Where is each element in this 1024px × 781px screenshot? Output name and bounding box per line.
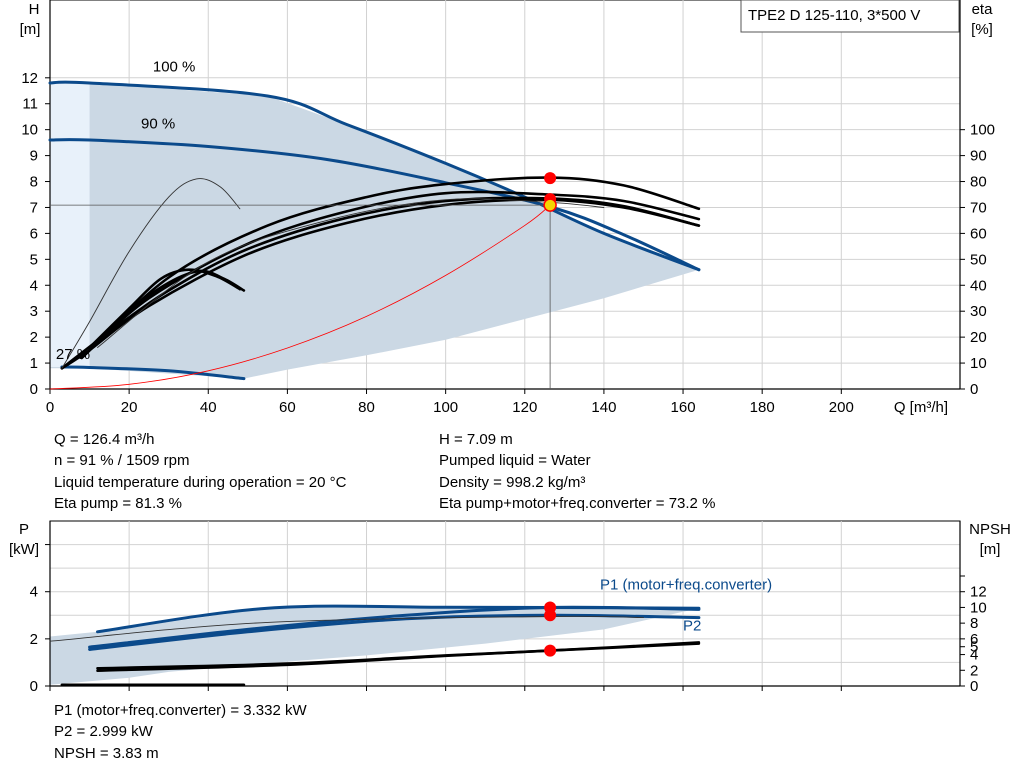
duty-info-left: Q = 126.4 m³/h n = 91 % / 1509 rpm Liqui… (54, 429, 346, 515)
y-tick-label-right: 4 (970, 647, 978, 664)
y-tick-label-left: 11 (22, 96, 38, 113)
x-tick-label: 180 (750, 399, 775, 416)
info-eta-pump: Eta pump = 81.3 % (54, 495, 182, 513)
y-tick-label-right: 90 (970, 148, 987, 165)
y-tick-label-left: 9 (30, 148, 38, 165)
info-pumped-liquid: Pumped liquid = Water (439, 452, 591, 470)
y-tick-label-right: 10 (970, 599, 987, 616)
series-label: P2 (683, 618, 701, 635)
speed-label: 90 % (141, 115, 175, 132)
series-label: P1 (motor+freq.converter) (600, 576, 772, 593)
x-tick-label: 100 (433, 399, 458, 416)
y-tick-label-left: 3 (30, 303, 38, 320)
x-axis-title: Q [m³/h] (894, 399, 948, 416)
y-tick-label-right: 12 (970, 584, 987, 601)
y-tick-label-right: 10 (970, 355, 987, 372)
y-tick-label-right: 50 (970, 251, 987, 268)
series-line (49, 615, 644, 642)
info-p1: P1 (motor+freq.converter) = 3.332 kW (54, 702, 307, 719)
y-axis-title-right: NPSH (969, 521, 1011, 538)
y-axis-unit-right: [m] (980, 541, 1001, 558)
y-tick-label-left: 4 (30, 584, 38, 601)
series-line (60, 365, 246, 381)
series-line (60, 196, 701, 370)
series-line (48, 80, 701, 272)
y-tick-label-left: 10 (21, 122, 38, 139)
y-tick-label-left: 8 (30, 174, 38, 191)
duty-point (543, 198, 557, 212)
info-npsh: NPSH = 3.83 m (54, 744, 159, 762)
x-tick-label: 120 (512, 399, 537, 416)
y-tick-label-left: 0 (30, 678, 38, 695)
info-liquid-temperature: Liquid temperature during operation = 20… (54, 473, 347, 491)
y-axis-unit-left: [kW] (9, 541, 39, 558)
y-tick-label-left: 1 (30, 355, 38, 372)
y-tick-label-left: 0 (30, 381, 38, 398)
series-line (48, 138, 701, 272)
series-line (80, 176, 701, 360)
y-tick-label-right: 40 (970, 277, 987, 294)
speed-label: 100 % (153, 58, 196, 75)
y-tick-label-right: 5 (970, 639, 978, 656)
y-axis-title-right: eta (972, 1, 994, 18)
series-line (88, 268, 242, 349)
y-tick-label-right: 80 (970, 174, 987, 191)
y-axis-unit-left: [m] (20, 21, 41, 38)
series-line (61, 178, 241, 369)
duty-info-right: H = 7.09 m Pumped liquid = Water Density… (439, 429, 715, 515)
y-tick-label-right: 20 (970, 329, 987, 346)
y-tick-label-left: 6 (30, 225, 38, 242)
operating-region (50, 83, 699, 379)
x-tick-label: 160 (671, 399, 696, 416)
y-tick-label-right: 60 (970, 225, 987, 242)
y-tick-label-left: 12 (21, 70, 38, 87)
y-tick-label-left: 5 (30, 251, 38, 268)
info-head: H = 7.09 m (439, 431, 513, 448)
series-line (49, 204, 551, 390)
y-tick-label-left: 2 (30, 329, 38, 346)
series-line (80, 190, 701, 360)
efficiency-point (544, 172, 557, 185)
info-flow: Q = 126.4 m³/h (54, 431, 155, 448)
x-tick-label: 140 (591, 399, 616, 416)
chart-title: TPE2 D 125-110, 3*500 V (748, 7, 920, 24)
x-tick-label: 20 (121, 399, 138, 416)
y-tick-label-left: 7 (30, 199, 38, 216)
x-tick-label: 200 (829, 399, 854, 416)
y-axis-title-left: P (19, 521, 29, 538)
speed-label: 27 % (56, 346, 90, 363)
y-tick-label-left: 4 (30, 277, 38, 294)
info-density: Density = 998.2 kg/m³ (439, 473, 586, 491)
head-efficiency-chart: 0 20 40 60 80 100 120 140 160 180 2000123456789101… (20, 0, 995, 416)
info-p2: P2 = 2.999 kW (54, 723, 153, 741)
y-tick-label-right: 100 (970, 122, 995, 139)
series-line (60, 198, 701, 370)
y-tick-label-right: 2 (970, 662, 978, 679)
y-tick-label-right: 70 (970, 199, 987, 216)
y-tick-label-right: 30 (970, 303, 987, 320)
series-line (96, 642, 701, 672)
x-tick-label: 60 (279, 399, 296, 416)
y-tick-label-right: 8 (970, 615, 978, 632)
y-tick-label-right: 6 (970, 631, 978, 648)
title-box (740, 0, 960, 33)
x-tick-label: 40 (200, 399, 217, 416)
y-axis-title-left: H (29, 1, 40, 18)
series-line (88, 605, 701, 649)
info-eta-total: Eta pump+motor+freq.converter = 73.2 % (439, 495, 716, 513)
y-tick-label-right: 0 (970, 678, 978, 695)
power-info: P1 (motor+freq.converter) = 3.332 kW P2 … (54, 700, 307, 764)
duty-point (544, 644, 557, 657)
y-axis-unit-right: [%] (971, 21, 993, 38)
y-tick-label-right: 0 (970, 381, 978, 398)
low-flow-region (50, 83, 90, 369)
info-speed: n = 91 % / 1509 rpm (54, 452, 190, 470)
duty-point (544, 609, 557, 622)
x-tick-label: 80 (358, 399, 375, 416)
x-tick-label: 0 (46, 399, 54, 416)
y-tick-label-left: 2 (30, 631, 38, 648)
